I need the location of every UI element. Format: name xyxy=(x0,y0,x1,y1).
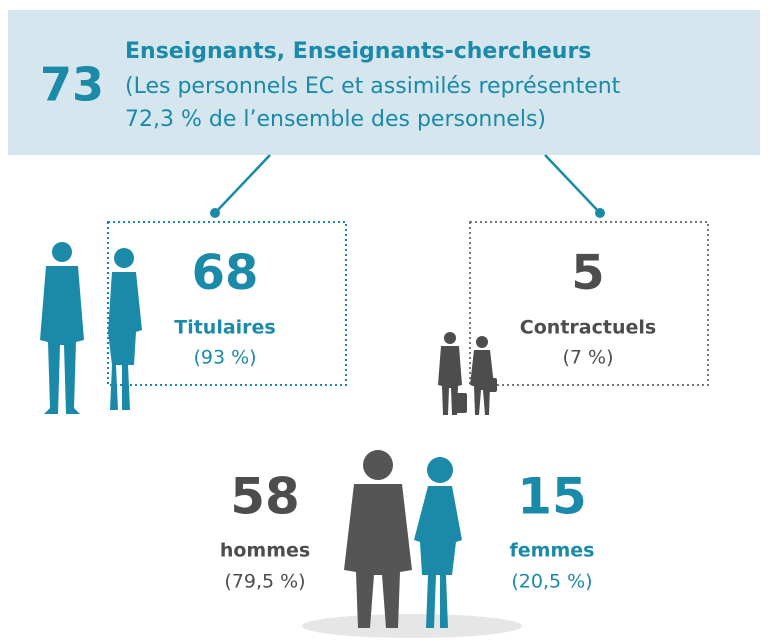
gender-count: 58 xyxy=(230,468,300,526)
header-band xyxy=(8,10,760,155)
box-titulaires xyxy=(107,221,347,386)
box-share: (7 %) xyxy=(562,347,613,369)
box-share: (93 %) xyxy=(193,347,256,369)
connectors xyxy=(210,154,605,218)
gender-label: femmes xyxy=(510,540,595,562)
box-contractuels xyxy=(469,221,709,386)
header-line: (Les personnels EC et assimilés représen… xyxy=(125,74,621,99)
header-title: Enseignants, Enseignants-chercheurs xyxy=(125,39,591,64)
gender-share: (79,5 %) xyxy=(224,571,305,593)
box-count: 68 xyxy=(192,245,259,301)
silhouette-pair xyxy=(344,450,462,628)
gender-label: hommes xyxy=(220,540,310,562)
box-label: Contractuels xyxy=(520,317,656,339)
gender-count: 15 xyxy=(517,468,587,526)
box-label: Titulaires xyxy=(174,317,276,339)
header-line: 72,3 % de l’ensemble des personnels) xyxy=(125,107,546,132)
header-total: 73 xyxy=(40,58,104,112)
silhouette-pair xyxy=(40,242,142,414)
silhouette-pair xyxy=(438,332,497,415)
box-count: 5 xyxy=(571,245,604,301)
shadow xyxy=(302,614,522,638)
gender-share: (20,5 %) xyxy=(511,571,592,593)
